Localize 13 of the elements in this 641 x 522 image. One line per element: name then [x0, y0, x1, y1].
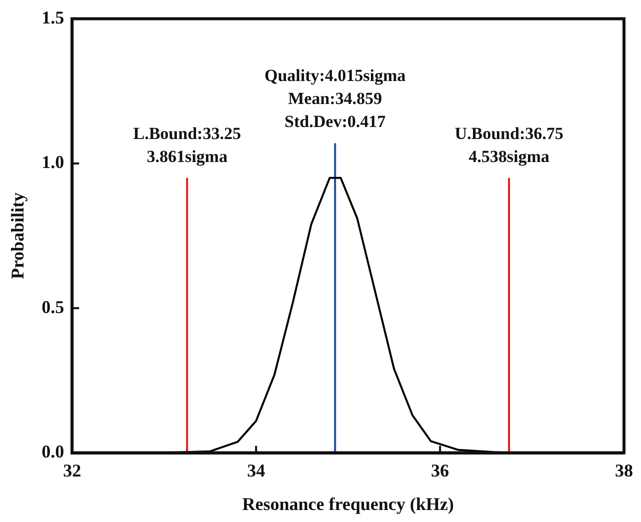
annotation: L.Bound:33.25 3.861sigma — [133, 124, 241, 166]
annotation: Quality:4.015sigma Mean:34.859 Std.Dev:0.417 — [264, 66, 406, 132]
x-tick-label: 36 — [431, 460, 450, 480]
y-axis-title: Probability — [7, 192, 28, 280]
annotation: U.Bound:36.75 4.538sigma — [454, 124, 564, 166]
y-tick-label: 1.5 — [42, 7, 64, 28]
x-axis-title: Resonance frequency (kHz) — [242, 494, 454, 514]
y-tick-label: 0.0 — [42, 441, 64, 462]
x-tick-label: 34 — [247, 460, 266, 480]
y-tick-label: 0.5 — [42, 296, 64, 317]
y-tick-label: 1.0 — [42, 152, 64, 172]
x-tick-label: 38 — [615, 460, 633, 480]
x-tick-label: 32 — [63, 460, 82, 480]
